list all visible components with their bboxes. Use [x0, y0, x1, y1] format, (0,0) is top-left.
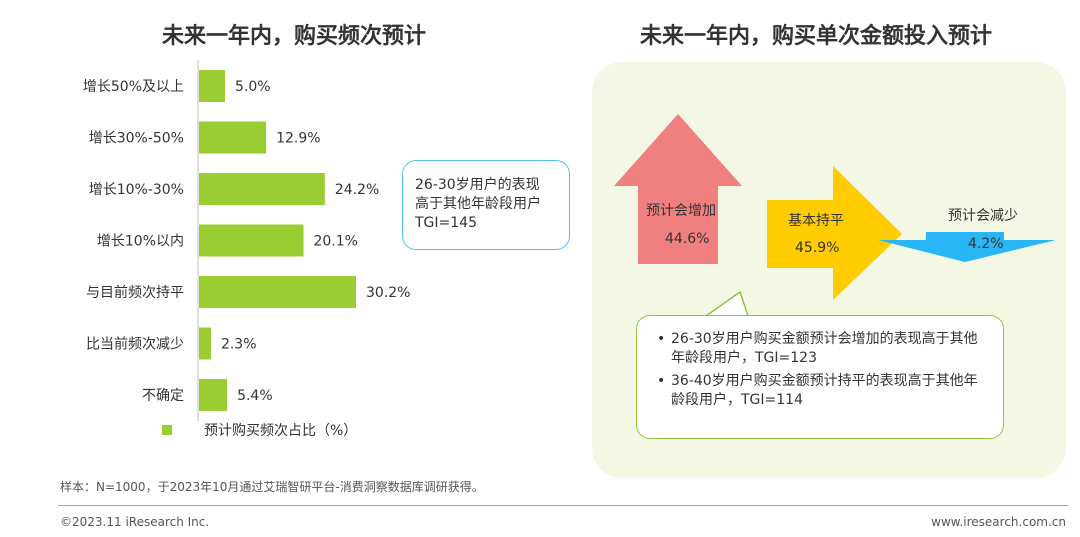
category-label: 增长10%以内 [97, 234, 184, 250]
right-callout-text: 36-40岁用户购买金额预计持平的表现高于其他年龄段用户，TGI=114 [671, 373, 978, 408]
category-label: 增长30%-50% [89, 131, 184, 147]
website-link[interactable]: www.iresearch.com.cn [931, 515, 1066, 529]
bar [199, 224, 304, 257]
category-label: 增长10%-30% [89, 182, 184, 198]
bullet-icon: • [657, 331, 666, 347]
left-chart-title: 未来一年内，购买频次预计 [162, 24, 427, 49]
copyright: ©2023.11 iResearch Inc. [60, 515, 210, 529]
value-label: 12.9% [276, 131, 320, 147]
sample-footnote: 样本：N=1000，于2023年10月通过艾瑞智研平台-消费洞察数据库调研获得。 [60, 480, 484, 494]
right-callout-item: • 26-30岁用户购买金额预计会增加的表现高于其他年龄段用户，TGI=123 [651, 330, 989, 368]
right-callout: • 26-30岁用户购买金额预计会增加的表现高于其他年龄段用户，TGI=123 … [636, 315, 1004, 439]
bar [199, 173, 325, 205]
category-label: 增长50%及以上 [83, 79, 184, 95]
legend-swatch [162, 425, 172, 435]
bar [199, 276, 356, 308]
right-chart-title: 未来一年内，购买单次金额投入预计 [640, 24, 993, 49]
value-label: 30.2% [366, 285, 410, 301]
category-label: 与目前频次持平 [86, 284, 184, 301]
bar [199, 327, 211, 360]
legend-label: 预计购买频次占比（%） [204, 423, 357, 439]
bar [199, 70, 225, 102]
left-callout-line: 高于其他年龄段用户 [415, 196, 541, 212]
right-callout-text: 26-30岁用户购买金额预计会增加的表现高于其他年龄段用户，TGI=123 [671, 331, 978, 366]
right-callout-item: • 36-40岁用户购买金额预计持平的表现高于其他年龄段用户，TGI=114 [651, 372, 989, 410]
value-label: 5.4% [237, 388, 273, 404]
frequency-bar-chart: 增长50%及以上 5.0% 增长30%-50% 12.9% 增长10%-30% 24.2%… [83, 60, 410, 439]
footer-divider [58, 505, 1068, 506]
value-label: 20.1% [313, 234, 357, 250]
category-label: 不确定 [142, 388, 184, 404]
left-callout-line: 26-30岁用户的表现 [415, 177, 540, 193]
value-label: 2.3% [221, 337, 257, 353]
bar [199, 121, 267, 154]
bullet-icon: • [657, 373, 666, 389]
value-label: 24.2% [335, 182, 379, 198]
left-callout-line: TGI=145 [415, 215, 477, 231]
bar [199, 379, 228, 411]
category-label: 比当前频次减少 [86, 336, 184, 353]
value-label: 5.0% [235, 79, 271, 95]
left-callout: 26-30岁用户的表现 高于其他年龄段用户 TGI=145 [402, 160, 570, 250]
